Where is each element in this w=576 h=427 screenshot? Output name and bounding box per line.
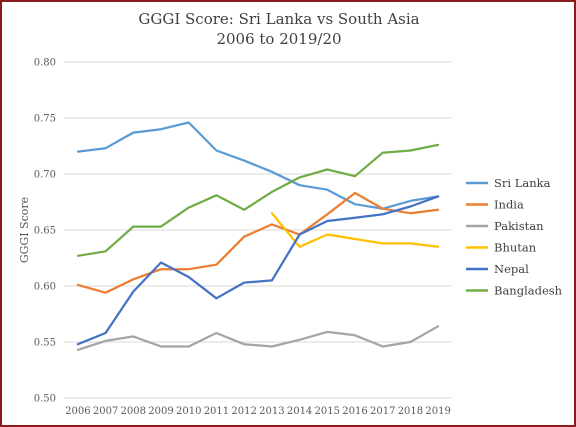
x-tick-label: 2017	[370, 406, 395, 417]
x-tick-label: 2011	[204, 406, 229, 417]
x-tick-label: 2014	[287, 406, 312, 417]
gridlines	[64, 61, 452, 399]
legend-label-pakistan: Pakistan	[494, 219, 544, 233]
y-axis-label: GGGI Score	[18, 197, 31, 263]
series-line-india	[76, 191, 440, 294]
y-tick-label: 0.75	[34, 114, 56, 125]
x-tick-label: 2012	[231, 406, 256, 417]
x-tick-label: 2009	[148, 406, 173, 417]
y-tick-label: 0.80	[34, 58, 56, 69]
legend-label-bangladesh: Bangladesh	[494, 284, 563, 298]
y-tick-label: 0.65	[34, 226, 56, 237]
legend-label-sri-lanka: Sri Lanka	[494, 176, 551, 190]
y-tick-label: 0.50	[34, 394, 56, 405]
y-tick-labels: 0.50 0.55 0.60 0.65 0.70 0.75 0.80	[34, 58, 56, 405]
series-line-bangladesh	[76, 143, 440, 257]
x-tick-label: 2019	[425, 406, 450, 417]
series-line-pakistan	[76, 325, 440, 351]
x-tick-label: 2013	[259, 406, 284, 417]
x-tick-label: 2008	[121, 406, 146, 417]
series-line-sri-lanka	[76, 121, 440, 210]
x-tick-labels: 2006 2007 2008 2009 2010 2011 2012 2013 2014 2015…	[65, 406, 451, 417]
chart-title: GGGI Score: Sri Lanka vs South Asia	[138, 10, 419, 28]
chart-subtitle: 2006 to 2019/20	[216, 30, 341, 48]
legend-label-bhutan: Bhutan	[494, 241, 537, 255]
series-line-bhutan	[270, 212, 440, 248]
y-tick-label: 0.55	[34, 338, 56, 349]
legend-label-nepal: Nepal	[494, 262, 529, 276]
x-tick-label: 2007	[93, 406, 118, 417]
x-tick-label: 2010	[176, 406, 201, 417]
x-tick-label: 2016	[342, 406, 367, 417]
x-tick-label: 2006	[65, 406, 90, 417]
x-tick-label: 2015	[315, 406, 340, 417]
series-line-nepal	[76, 195, 440, 346]
series-lines	[76, 121, 440, 351]
legend-label-india: India	[494, 198, 524, 212]
y-tick-label: 0.70	[34, 170, 56, 181]
y-tick-label: 0.60	[34, 282, 56, 293]
legend: Sri Lanka India Pakistan Bhutan Nepal Banglad…	[466, 176, 563, 298]
x-tick-label: 2018	[398, 406, 423, 417]
